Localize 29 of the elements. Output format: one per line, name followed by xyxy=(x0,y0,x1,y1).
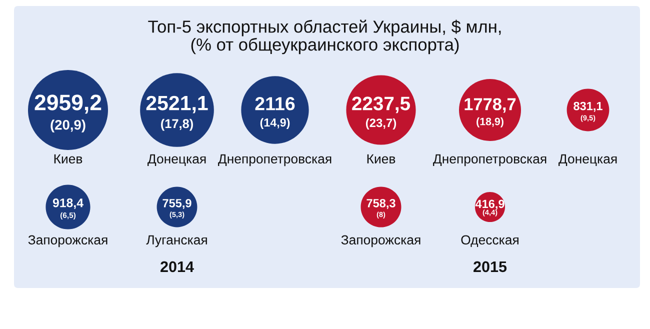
category-label: Киев xyxy=(54,154,82,164)
category-label: Одесская xyxy=(461,235,518,248)
text: 2015 xyxy=(474,261,507,272)
category-label: Запорожская xyxy=(341,235,420,248)
data-label: 831,1 xyxy=(574,102,602,112)
category-label: Донецкая xyxy=(148,154,206,166)
category-label: Донецкая xyxy=(558,154,617,166)
data-label: 755,9 xyxy=(162,198,192,210)
data-label: 918,4 xyxy=(52,198,84,209)
data-label: 416,9 xyxy=(475,200,504,210)
data-label: (17,8) xyxy=(161,118,193,131)
data-label: 2521,1 xyxy=(146,96,208,114)
text: 2014 xyxy=(160,261,194,272)
data-label: 1778,7 xyxy=(464,98,516,113)
category-label: Киев xyxy=(367,154,396,164)
data-label: 2116 xyxy=(255,97,295,110)
text: Топ-5 экспортных областей Украины, $ млн, xyxy=(148,20,501,36)
data-label: (23,7) xyxy=(366,118,396,130)
data-label: (18,9) xyxy=(476,117,504,128)
data-label: 758,3 xyxy=(366,198,396,210)
category-label: Запорожская xyxy=(28,235,108,248)
data-label: (14,9) xyxy=(260,118,290,129)
data-label: (20,9) xyxy=(50,120,86,132)
category-label: Днепропетровская xyxy=(433,154,546,166)
text: (% от общеукраинского экспорта) xyxy=(191,38,459,54)
category-label: Днепропетровская xyxy=(218,154,332,166)
data-label: 2237,5 xyxy=(352,96,410,114)
category-label: Луганская xyxy=(146,235,207,248)
data-label: 2959,2 xyxy=(34,94,102,114)
